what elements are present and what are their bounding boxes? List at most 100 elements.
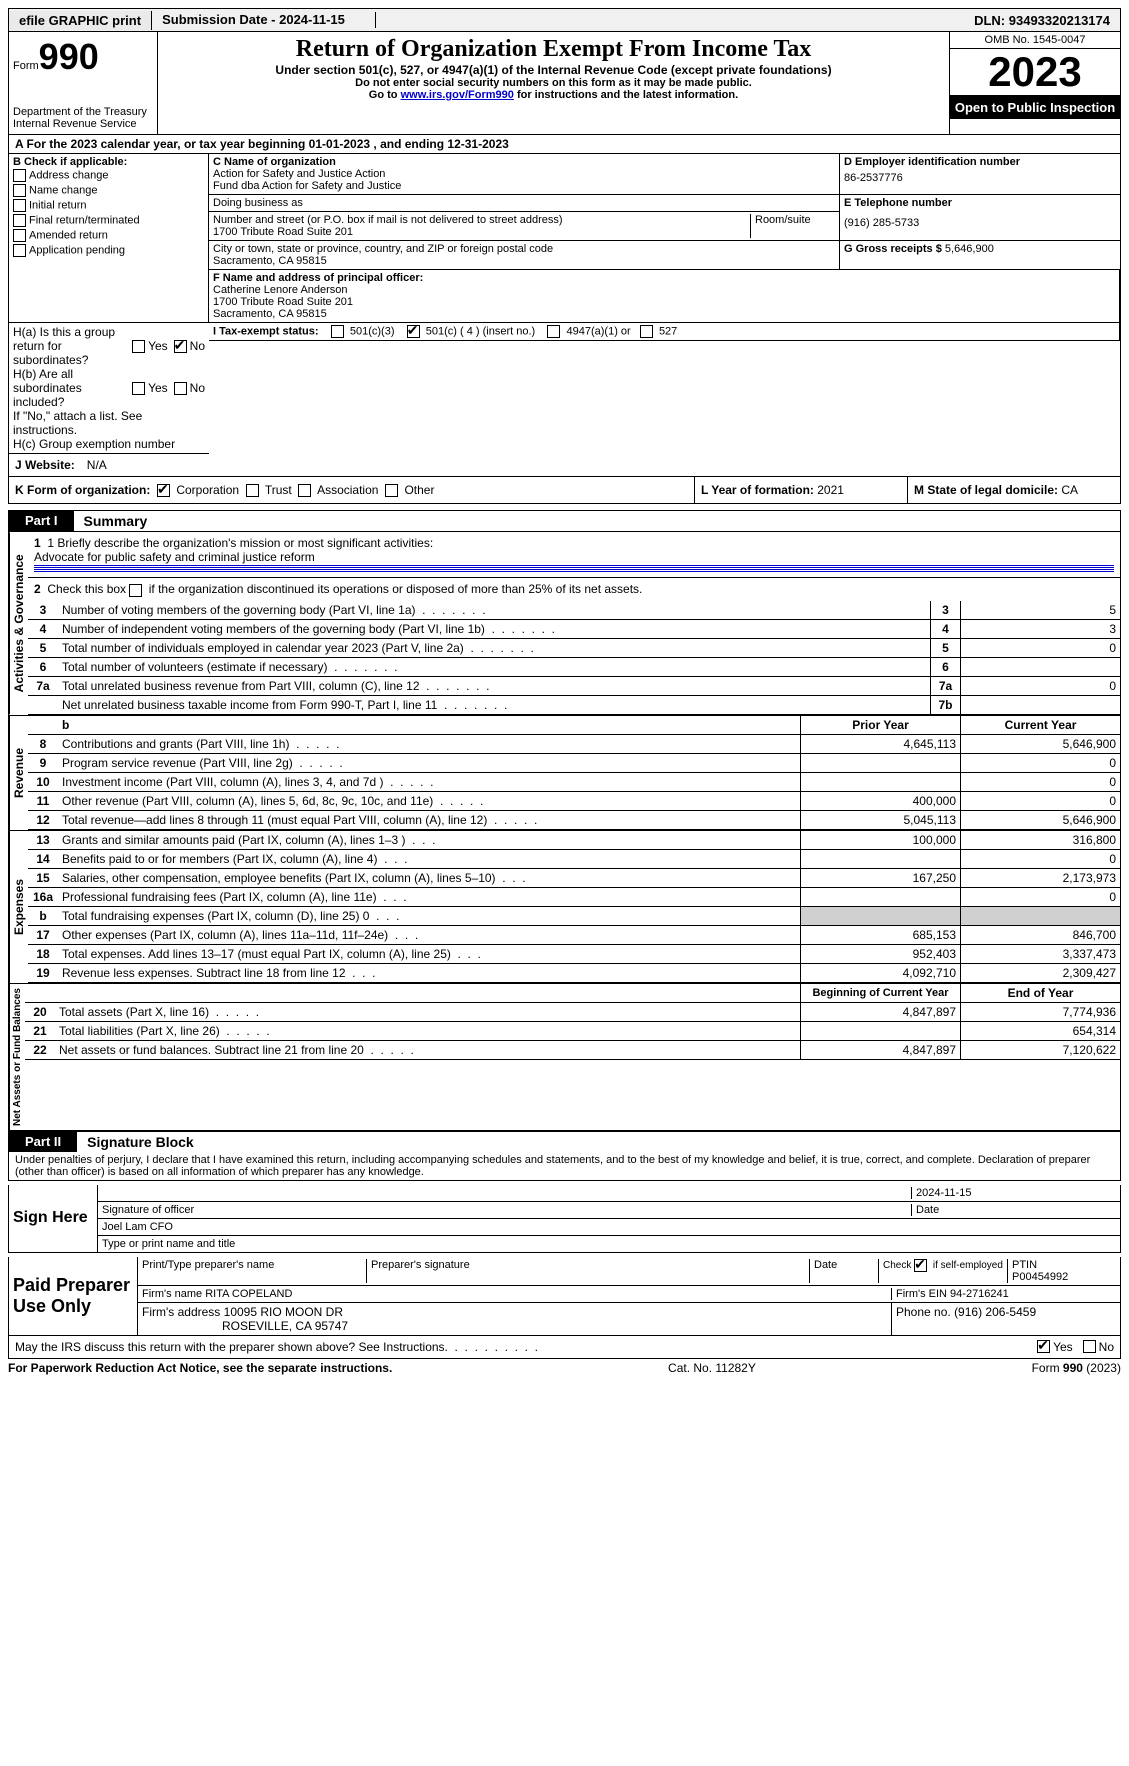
firm-name-label: Firm's name — [142, 1288, 205, 1300]
line-prior: 167,250 — [800, 869, 960, 888]
check-hb-no[interactable] — [174, 382, 187, 395]
irs-link[interactable]: www.irs.gov/Form990 — [401, 89, 514, 101]
form-title: Return of Organization Exempt From Incom… — [162, 36, 945, 63]
label-app-pending: Application pending — [29, 244, 125, 256]
check-trust[interactable] — [246, 484, 259, 497]
line-curr: 654,314 — [960, 1022, 1120, 1041]
line2-text: if the organization discontinued its ope… — [149, 582, 643, 596]
gross-receipts: 5,646,900 — [945, 243, 994, 255]
line1-label: 1 Briefly describe the organization's mi… — [47, 536, 433, 550]
check-ha-yes[interactable] — [132, 340, 145, 353]
line-val: 5 — [960, 601, 1120, 620]
line-desc: Other revenue (Part VIII, column (A), li… — [58, 792, 800, 811]
row-l-label: L Year of formation: — [701, 483, 817, 497]
check-corp[interactable] — [157, 484, 170, 497]
line-box: 7b — [930, 696, 960, 715]
instr-ssn: Do not enter social security numbers on … — [162, 77, 945, 89]
line-val: 0 — [960, 677, 1120, 696]
opt-corp: Corporation — [176, 483, 239, 497]
line-curr: 2,173,973 — [960, 869, 1120, 888]
line-desc: Net assets or fund balances. Subtract li… — [55, 1041, 800, 1060]
line-no: 21 — [25, 1022, 55, 1041]
entity-info-grid: B Check if applicable: Address change Na… — [8, 154, 1121, 454]
row-k-label: K Form of organization: — [15, 483, 150, 497]
check-501c3[interactable] — [331, 325, 344, 338]
line-desc: Total revenue—add lines 8 through 11 (mu… — [58, 811, 800, 830]
line-desc: Total unrelated business revenue from Pa… — [58, 677, 930, 696]
line-curr: 316,800 — [960, 831, 1120, 850]
efile-print-button[interactable]: efile GRAPHIC print — [9, 11, 152, 30]
line-prior: 4,645,113 — [800, 735, 960, 754]
line-desc: Total assets (Part X, line 16) . . . . . — [55, 1003, 800, 1022]
box-c-street: Number and street (or P.O. box if mail i… — [209, 212, 840, 241]
check-ha-no[interactable] — [174, 340, 187, 353]
sig-officer-label: Signature of officer — [102, 1204, 911, 1216]
page-footer: For Paperwork Reduction Act Notice, see … — [8, 1359, 1121, 1375]
check-discuss-yes[interactable] — [1037, 1340, 1050, 1353]
vlabel-net-assets: Net Assets or Fund Balances — [9, 984, 25, 1130]
line-curr: 3,337,473 — [960, 945, 1120, 964]
discuss-text: May the IRS discuss this return with the… — [15, 1340, 1037, 1354]
check-other[interactable] — [385, 484, 398, 497]
year-formation: 2021 — [817, 483, 844, 497]
row-i-label: I Tax-exempt status: — [213, 325, 319, 337]
line-curr: 846,700 — [960, 926, 1120, 945]
line-desc: Net unrelated business taxable income fr… — [58, 696, 930, 715]
footer-cat: Cat. No. 11282Y — [668, 1361, 756, 1375]
opt-other: Other — [404, 483, 434, 497]
check-app-pending[interactable] — [13, 244, 26, 257]
line-prior — [800, 1022, 960, 1041]
box-g: G Gross receipts $ 5,646,900 — [840, 241, 1120, 270]
line-prior — [800, 907, 960, 926]
line-no: 16a — [28, 888, 58, 907]
line-no: 9 — [28, 754, 58, 773]
dln: DLN: 93493320213174 — [964, 11, 1120, 30]
row-j-website: J Website: N/A — [8, 454, 1121, 477]
check-501c[interactable] — [407, 325, 420, 338]
line-desc: Revenue less expenses. Subtract line 18 … — [58, 964, 800, 983]
line-no: 18 — [28, 945, 58, 964]
check-4947[interactable] — [547, 325, 560, 338]
line-val — [960, 658, 1120, 677]
check-527[interactable] — [640, 325, 653, 338]
box-h: H(a) Is this a group return for subordin… — [9, 323, 209, 454]
check-amended[interactable] — [13, 229, 26, 242]
check-self-employed[interactable] — [914, 1259, 927, 1272]
line-desc: Number of independent voting members of … — [58, 620, 930, 639]
phone-value: (916) 285-5733 — [844, 209, 1116, 229]
instr-goto-post: for instructions and the latest informat… — [517, 89, 738, 101]
row-i-status: I Tax-exempt status: 501(c)(3) 501(c) ( … — [209, 323, 1120, 341]
firm-ein: 94-2716241 — [950, 1288, 1009, 1300]
check-name-change[interactable] — [13, 184, 26, 197]
box-g-label: G Gross receipts $ — [844, 243, 945, 255]
hc-label: H(c) Group exemption number — [13, 437, 205, 451]
box-c-dba: Doing business as — [209, 195, 840, 212]
line-no: 20 — [25, 1003, 55, 1022]
check-hb-yes[interactable] — [132, 382, 145, 395]
box-f-officer: F Name and address of principal officer:… — [209, 270, 1120, 323]
check-discontinued[interactable] — [129, 584, 142, 597]
line-prior: 5,045,113 — [800, 811, 960, 830]
check-discuss-no[interactable] — [1083, 1340, 1096, 1353]
penalty-text: Under penalties of perjury, I declare th… — [8, 1152, 1121, 1181]
line-prior: 100,000 — [800, 831, 960, 850]
firm-addr1: 10095 RIO MOON DR — [224, 1305, 343, 1319]
line-no: 7a — [28, 677, 58, 696]
h-note: If "No," attach a list. See instructions… — [13, 409, 205, 437]
check-initial-return[interactable] — [13, 199, 26, 212]
check-address-change[interactable] — [13, 169, 26, 182]
line-no — [28, 696, 58, 715]
summary-container: Activities & Governance 1 1 Briefly desc… — [8, 531, 1121, 1130]
line-desc: Benefits paid to or for members (Part IX… — [58, 850, 800, 869]
row-a-begin: 01-01-2023 — [309, 137, 370, 151]
check-assoc[interactable] — [298, 484, 311, 497]
room-label: Room/suite — [751, 214, 835, 238]
line-desc: Contributions and grants (Part VIII, lin… — [58, 735, 800, 754]
ha-label: H(a) Is this a group return for subordin… — [13, 325, 132, 367]
part-ii-header: Part II Signature Block — [8, 1131, 1121, 1152]
footer-form: Form 990 (2023) — [1032, 1361, 1121, 1375]
line-curr: 7,120,622 — [960, 1041, 1120, 1060]
part-ii-label: Part II — [9, 1132, 77, 1152]
check-final-return[interactable] — [13, 214, 26, 227]
ptin-value: P00454992 — [1012, 1271, 1068, 1283]
